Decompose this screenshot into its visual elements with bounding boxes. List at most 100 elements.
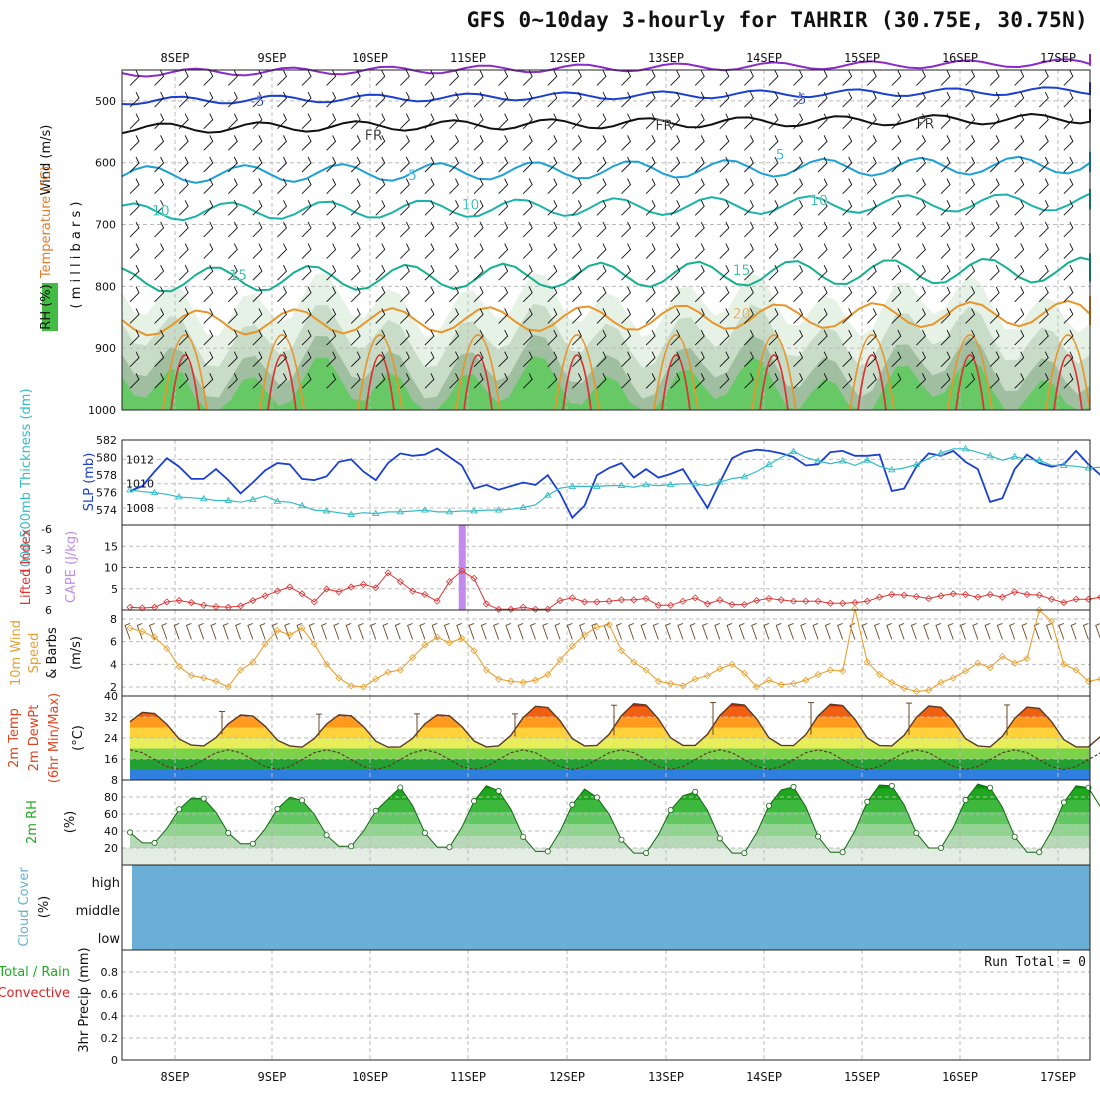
surface-wind-barb	[235, 623, 242, 640]
surface-wind-barb	[738, 623, 745, 640]
wind-barb	[621, 329, 632, 346]
wind-barb	[866, 221, 877, 238]
wind-barb	[1014, 178, 1025, 194]
lifted-index-marker	[925, 594, 933, 603]
wind-barb	[473, 70, 484, 86]
lifted-index-marker	[421, 590, 429, 599]
wind-barb	[1063, 221, 1074, 238]
precip-tick-label: 0	[111, 1054, 118, 1067]
wind-barb	[670, 156, 681, 173]
wind-barb	[891, 178, 902, 194]
wind-barb	[129, 243, 140, 259]
wind-speed-marker	[433, 633, 441, 641]
wind-barb	[178, 243, 189, 259]
wind-barb	[1014, 243, 1025, 259]
wind-barb	[744, 264, 754, 281]
wind-barb	[621, 351, 632, 368]
lifted-index-marker	[863, 597, 871, 605]
wind-barb	[227, 70, 238, 86]
wind-barb	[1038, 329, 1049, 346]
wind-barb	[645, 156, 656, 173]
wind-barb	[301, 351, 312, 368]
wind-speed-marker	[691, 675, 699, 683]
surface-wind-barb	[210, 623, 217, 640]
wind-barb	[670, 70, 681, 86]
temperature-band	[130, 703, 1090, 707]
wind-barb	[449, 308, 460, 324]
lifted-index-marker	[298, 590, 306, 598]
wind-barb	[891, 264, 902, 281]
surface-wind-barb	[591, 623, 598, 640]
rh-marker	[593, 794, 600, 801]
wind-barb	[375, 264, 386, 281]
wind-barb	[965, 264, 976, 281]
wind-barb	[277, 178, 287, 194]
surface-isotherm	[1053, 354, 1083, 411]
lifted-index-marker	[286, 583, 294, 591]
wind-barb	[965, 178, 976, 194]
wind-speed-marker	[273, 626, 282, 634]
wind-barb	[1014, 329, 1025, 346]
wind-speed-marker	[200, 674, 208, 682]
wind-speed-marker	[986, 664, 994, 672]
wind-barb	[277, 221, 287, 238]
wind-barb	[694, 70, 705, 86]
wind-speed-marker	[888, 678, 896, 686]
thickness-marker	[789, 447, 798, 454]
li-tick-label: 6	[45, 604, 52, 617]
thickness-marker	[838, 457, 847, 464]
rh-legend-swatch	[42, 283, 58, 331]
wind-barb	[940, 91, 951, 108]
thickness-marker	[642, 480, 650, 488]
lifted-index-marker	[753, 596, 761, 605]
lifted-index-marker	[986, 590, 994, 599]
wind-barb	[572, 308, 582, 324]
lifted-index-marker	[458, 567, 466, 575]
wind-barb	[842, 351, 853, 368]
wind-barb	[866, 308, 877, 324]
wind-barb	[645, 221, 656, 238]
lifted-index-marker	[642, 594, 650, 603]
wind-barb	[719, 351, 730, 368]
slp-tick-label: 1010	[126, 478, 154, 491]
precip-convective-label: Convective	[0, 986, 70, 1001]
precip-tick-label: 0.2	[101, 1032, 119, 1045]
wind-barb	[719, 221, 730, 238]
wind-barb	[940, 113, 951, 130]
surface-wind-barb	[382, 623, 389, 640]
rh-marker	[987, 784, 994, 791]
wind-barb	[375, 135, 386, 151]
lifted-index-marker	[605, 597, 613, 605]
lifted-index-marker	[581, 598, 589, 606]
wind-barb	[596, 70, 607, 86]
wind-barb	[965, 113, 976, 130]
wind-tick-label: 8	[110, 613, 117, 626]
thickness-marker	[716, 478, 724, 485]
wind-barb	[768, 221, 779, 238]
wind-barb	[744, 308, 754, 324]
wind-barb	[473, 329, 484, 346]
surface-wind-barb	[1021, 623, 1028, 640]
wind-barb	[350, 221, 361, 238]
temperature-band	[130, 738, 1090, 749]
temperature-band	[130, 748, 1090, 759]
wind-barb	[694, 200, 705, 216]
wind-speed-marker	[863, 658, 871, 666]
surface-isotherm	[759, 354, 789, 411]
cloud-level-label: middle	[76, 904, 120, 919]
wind-barb	[449, 91, 460, 108]
wind-speed-marker	[1011, 659, 1019, 667]
wind-barb	[670, 308, 681, 324]
wind-barb	[424, 373, 435, 389]
wind-barb	[670, 373, 681, 389]
wind-barb	[940, 70, 951, 86]
wind-barb	[449, 351, 460, 368]
wind-barb	[154, 91, 165, 108]
lifted-index-marker	[765, 594, 773, 603]
wind-tick-label: 4	[110, 658, 117, 671]
wind-barb	[1014, 264, 1025, 281]
temperature-band	[130, 769, 1090, 780]
wind-barb	[522, 264, 533, 281]
wind-barb	[670, 135, 681, 151]
wind-barb	[227, 286, 238, 303]
